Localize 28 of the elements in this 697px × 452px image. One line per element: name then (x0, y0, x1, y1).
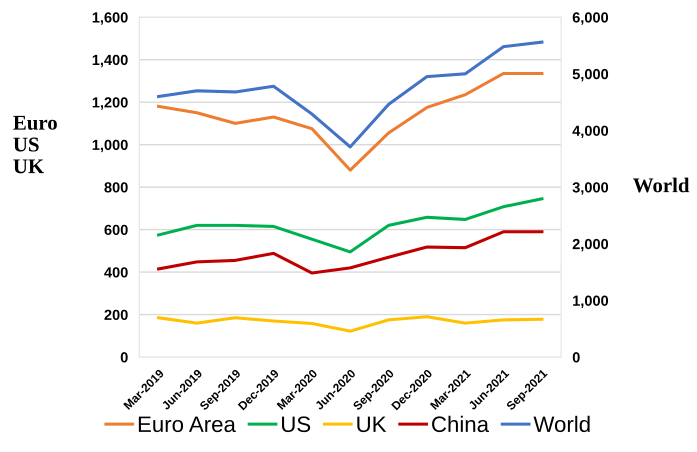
legend-label: World (534, 416, 590, 432)
line-series (157, 72, 544, 172)
y2-tick-label: 6,000 (572, 12, 608, 25)
y-tick-label: 200 (104, 310, 128, 320)
y2-tick-label: 5,000 (572, 68, 608, 82)
line-series (157, 197, 544, 254)
y-tick-label: 1,400 (92, 54, 128, 68)
y-tick-label: 800 (104, 182, 128, 193)
y2-tick-label: 2,000 (572, 238, 608, 252)
y2-tick-label: 4,000 (572, 126, 608, 138)
y-axis-title: Euro US UK (13, 116, 57, 174)
legend-label: China (432, 416, 489, 432)
legend-label: Euro Area (138, 416, 236, 432)
y2-axis-title: World (633, 178, 690, 192)
line-series (157, 315, 544, 333)
line-series (157, 230, 544, 274)
y2-tick-label: 0 (572, 352, 580, 363)
y2-tick-label: 3,000 (572, 182, 608, 195)
y-tick-label: 400 (104, 267, 128, 278)
y2-tick-label: 1,000 (573, 296, 608, 308)
y-tick-label: 600 (104, 224, 128, 236)
y-tick-label: 1,000 (92, 140, 128, 152)
line-series (157, 40, 544, 148)
y-tick-label: 1,200 (92, 97, 128, 110)
y-tick-label: 1,600 (92, 12, 128, 25)
legend-label: US (282, 416, 310, 432)
y-tick-label: 0 (120, 352, 128, 363)
legend-label: UK (357, 416, 386, 432)
